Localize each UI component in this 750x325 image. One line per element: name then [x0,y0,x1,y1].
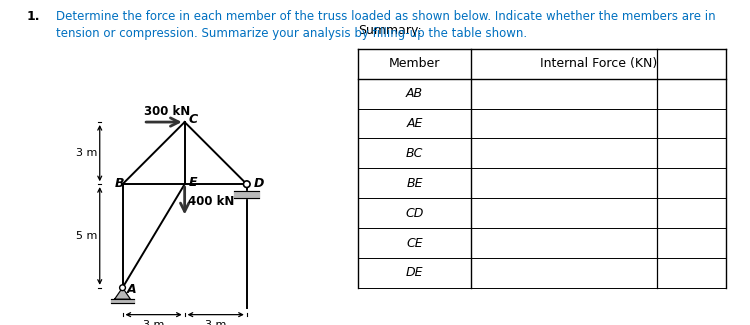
Text: AB: AB [406,87,423,100]
Polygon shape [234,191,260,198]
Text: Summary:: Summary: [358,24,422,37]
Text: A: A [127,283,136,296]
Text: 3 m: 3 m [143,320,164,325]
Text: BE: BE [406,177,423,190]
Text: B: B [115,177,125,190]
Text: 3 m: 3 m [76,148,98,158]
Circle shape [119,285,125,291]
Text: D: D [254,177,265,190]
Text: Internal Force (KN): Internal Force (KN) [540,57,657,70]
Polygon shape [111,299,134,303]
Text: E: E [189,176,198,189]
Polygon shape [115,288,130,299]
Text: CD: CD [405,207,424,220]
Text: DE: DE [406,266,423,280]
Text: Determine the force in each member of the truss loaded as shown below. Indicate : Determine the force in each member of th… [56,10,716,40]
Text: C: C [189,113,198,126]
Text: 5 m: 5 m [76,231,98,241]
Text: AE: AE [406,117,423,130]
Text: 3 m: 3 m [205,320,226,325]
Text: BC: BC [406,147,423,160]
Text: 1.: 1. [26,10,40,23]
Text: 300 kN: 300 kN [144,105,190,118]
Text: 400 kN: 400 kN [188,195,235,208]
Text: CE: CE [406,237,423,250]
Text: Member: Member [388,57,440,70]
Circle shape [244,181,250,188]
